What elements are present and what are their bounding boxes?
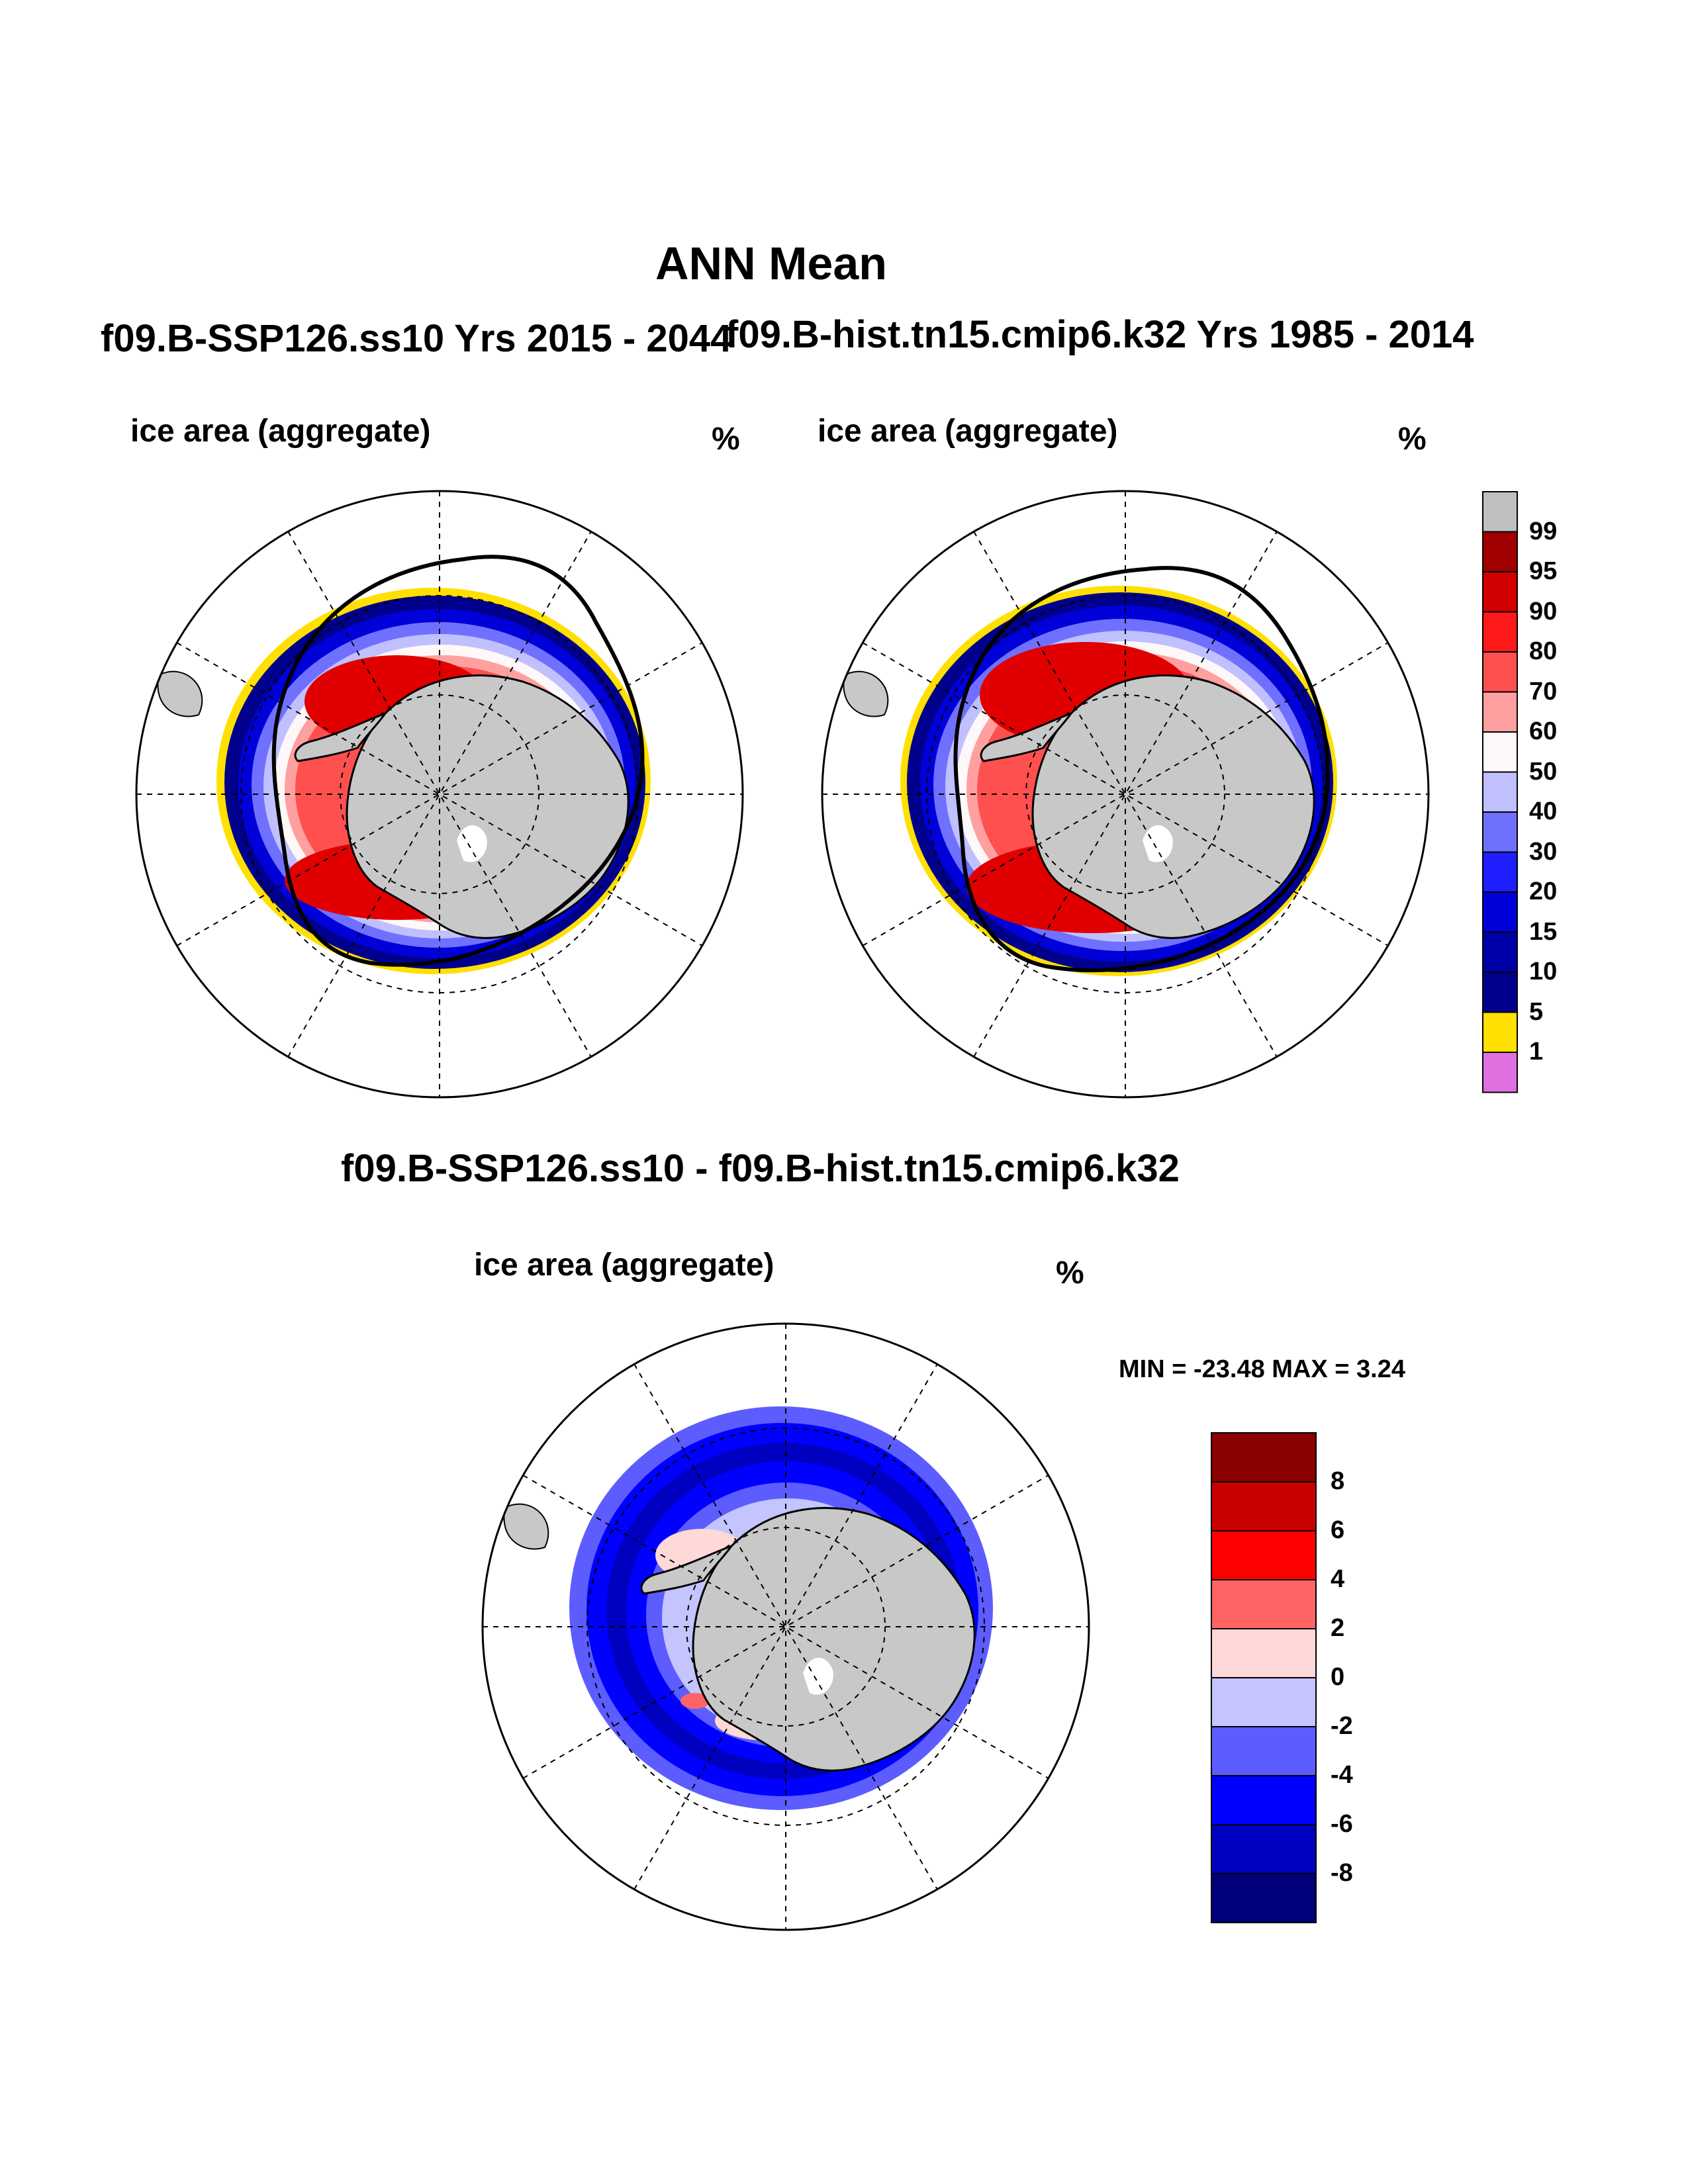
panel3-min-max: MIN = -23.48 MAX = 3.24 — [1119, 1355, 1405, 1383]
panel1-map-border — [135, 490, 744, 1099]
panel1-subtitle: f09.B-SSP126.ss10 Yrs 2015 - 2044 — [101, 317, 732, 360]
colorbar-absolute-swatch — [1482, 1011, 1518, 1053]
panel3-map-border — [481, 1322, 1090, 1931]
panel1-units-label: % — [712, 422, 740, 457]
colorbar-difference-swatch — [1211, 1432, 1317, 1482]
colorbar-absolute-swatch — [1482, 1052, 1518, 1093]
panel1-map — [135, 490, 744, 1099]
colorbar-difference-swatch — [1211, 1628, 1317, 1678]
page-title: ANN Mean — [655, 238, 888, 289]
colorbar-difference-swatch — [1211, 1824, 1317, 1874]
colorbar-absolute-swatch — [1482, 731, 1518, 773]
colorbar-difference-tick-label: 6 — [1331, 1516, 1345, 1544]
colorbar-difference — [1211, 1432, 1317, 1923]
panel2-obs-ice-edge — [953, 566, 1330, 973]
colorbar-difference-tick-label: 4 — [1331, 1565, 1345, 1593]
colorbar-absolute-tick-label: 70 — [1529, 677, 1558, 705]
colorbar-absolute-swatch — [1482, 851, 1518, 893]
panel2-subtitle: f09.B-hist.tn15.cmip6.k32 Yrs 1985 - 201… — [726, 313, 1474, 356]
panel2-units-label: % — [1398, 422, 1427, 457]
colorbar-absolute-swatch — [1482, 651, 1518, 693]
colorbar-difference-tick-label: 0 — [1331, 1663, 1345, 1691]
panel3-subtitle: f09.B-SSP126.ss10 - f09.B-hist.tn15.cmip… — [341, 1147, 1180, 1190]
colorbar-absolute-tick-label: 15 — [1529, 917, 1558, 946]
panel3-units-label: % — [1056, 1255, 1084, 1291]
colorbar-absolute-tick-label: 20 — [1529, 878, 1558, 905]
colorbar-difference-tick-label: -8 — [1331, 1859, 1353, 1887]
colorbar-difference-swatch — [1211, 1530, 1317, 1580]
colorbar-difference-swatch — [1211, 1775, 1317, 1825]
colorbar-absolute-swatch — [1482, 931, 1518, 973]
colorbar-absolute-tick-label: 10 — [1529, 958, 1558, 985]
colorbar-absolute-swatch — [1482, 771, 1518, 813]
colorbar-absolute-swatch — [1482, 891, 1518, 933]
panel3-graticule — [483, 1324, 1089, 1930]
colorbar-absolute-tick-label: 60 — [1529, 717, 1558, 745]
colorbar-absolute-swatch — [1482, 611, 1518, 653]
colorbar-difference-swatch — [1211, 1481, 1317, 1531]
colorbar-absolute-swatch — [1482, 571, 1518, 613]
colorbar-difference-tick-label: 8 — [1331, 1467, 1345, 1495]
colorbar-absolute-tick-label: 95 — [1529, 557, 1558, 585]
colorbar-difference-tick-label: -6 — [1331, 1810, 1353, 1838]
panel2-graticule — [822, 491, 1429, 1097]
colorbar-absolute-tick-label: 1 — [1529, 1038, 1544, 1066]
colorbar-absolute-tick-label: 5 — [1529, 997, 1544, 1026]
colorbar-absolute-tick-label: 80 — [1529, 637, 1558, 665]
colorbar-difference-tick-label: -4 — [1331, 1761, 1353, 1789]
panel2-map-border — [821, 490, 1430, 1099]
colorbar-absolute-tick-label: 99 — [1529, 517, 1558, 545]
colorbar-absolute-swatch — [1482, 491, 1518, 533]
colorbar-absolute-tick-label: 40 — [1529, 797, 1558, 825]
colorbar-absolute-tick-label: 30 — [1529, 837, 1558, 866]
panel1-graticule — [136, 491, 743, 1097]
panel1-antarctica — [294, 674, 630, 939]
panel3-variable-label: ice area (aggregate) — [474, 1248, 774, 1283]
panel2-antarctica — [980, 674, 1315, 939]
colorbar-difference-swatch — [1211, 1873, 1317, 1923]
colorbar-absolute-swatch — [1482, 691, 1518, 733]
colorbar-difference-swatch — [1211, 1677, 1317, 1727]
colorbar-absolute-swatch — [1482, 531, 1518, 572]
colorbar-absolute-tick-label: 90 — [1529, 597, 1558, 625]
colorbar-difference-swatch — [1211, 1579, 1317, 1629]
colorbar-absolute-swatch — [1482, 811, 1518, 853]
colorbar-absolute — [1482, 491, 1518, 1093]
panel3-map — [481, 1322, 1090, 1931]
colorbar-absolute-swatch — [1482, 972, 1518, 1013]
colorbar-difference-swatch — [1211, 1726, 1317, 1776]
panel1-variable-label: ice area (aggregate) — [130, 414, 431, 449]
panel1-obs-ice-edge — [271, 555, 645, 967]
panel3-antarctica — [640, 1507, 976, 1772]
panel2-variable-label: ice area (aggregate) — [818, 414, 1118, 449]
colorbar-absolute-tick-label: 50 — [1529, 757, 1558, 786]
colorbar-difference-tick-label: -2 — [1331, 1712, 1353, 1740]
colorbar-difference-tick-label: 2 — [1331, 1614, 1345, 1642]
panel2-map — [821, 490, 1430, 1099]
